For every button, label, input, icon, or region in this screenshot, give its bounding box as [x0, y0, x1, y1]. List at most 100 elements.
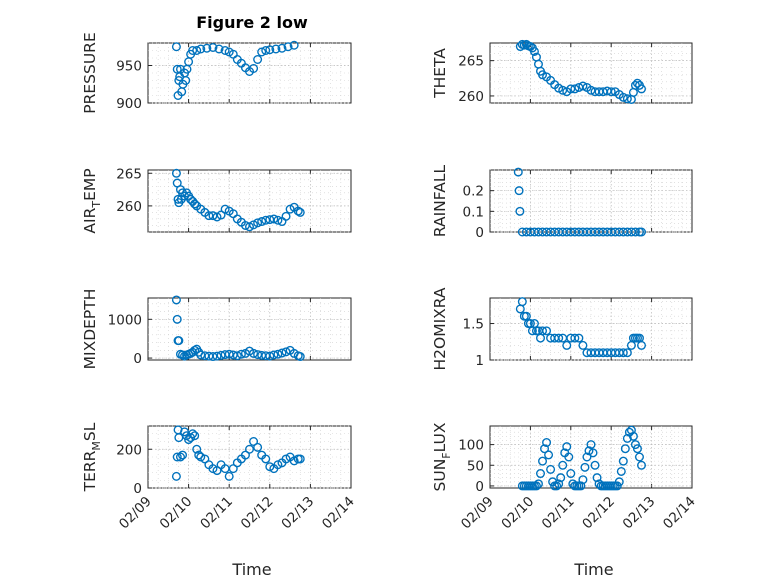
air-temp-data-point [216, 210, 226, 220]
sun-flux-data-point [626, 425, 636, 435]
rainfall-y-axis-label: RAINFALL [431, 164, 449, 237]
rainfall-data-point [514, 186, 524, 196]
terr-msl-y-axis-label: TERRMSL [81, 422, 103, 492]
pressure-data-point [249, 63, 259, 73]
rainfall-data-point [637, 227, 647, 237]
sun-flux-data-point [614, 477, 624, 487]
sun-flux-x-tick-label: 02/13 [620, 494, 659, 533]
sun-flux-data-point [586, 440, 596, 450]
sun-flux-data-point [546, 464, 556, 474]
rainfall-data-point [515, 206, 525, 216]
pressure-data-point [188, 46, 198, 56]
terr-msl-data-point [295, 454, 305, 464]
rainfall-axes-box [489, 169, 693, 233]
sun-flux-data-point [578, 475, 588, 485]
sun-flux-x-tick-label: 02/12 [579, 494, 618, 533]
air-temp-data-point [273, 215, 283, 225]
subplot-h2omixra: 1 1.5 H2OMIXRA [431, 287, 693, 371]
sun-flux-data-point [542, 438, 552, 448]
sun-flux-data-point [590, 460, 600, 470]
x-axis-label-right: Time [573, 560, 613, 579]
sun-flux-data-point [588, 448, 598, 458]
pressure-y-tick-label: 950 [116, 59, 142, 75]
h2omixra-data-point [570, 333, 580, 343]
mixdepth-data-point [172, 314, 182, 324]
pressure-data-point [208, 43, 218, 53]
terr-msl-data-point [172, 452, 182, 462]
h2omixra-data-point [517, 297, 527, 307]
terr-msl-data-point [194, 450, 204, 460]
pressure-data-point [220, 46, 230, 56]
sun-flux-data-point [592, 473, 602, 483]
pressure-data-point [181, 75, 191, 85]
sun-flux-data-point [618, 456, 628, 466]
mixdepth-y-axis-label: MIXDEPTH [81, 289, 99, 370]
sun-flux-data-point [576, 481, 586, 491]
subplot-rainfall: 0 0.1 0.2 RAINFALL [431, 164, 693, 241]
sun-flux-data-point [538, 456, 548, 466]
sun-flux-data-point [533, 479, 543, 489]
subplot-air-temp: 260 265 AIRTEMP [81, 166, 352, 234]
subplot-mixdepth: 0 1000 MIXDEPTH [81, 289, 352, 370]
terr-msl-data-point [244, 444, 254, 454]
h2omixra-data-point [538, 326, 548, 336]
terr-msl-data-point [188, 429, 198, 439]
subplot-pressure: 900 950 PRESSURE [81, 32, 352, 114]
pressure-data-point [192, 46, 202, 56]
sun-flux-data-point [637, 460, 647, 470]
mixdepth-y-tick-label: 1000 [108, 312, 142, 328]
mixdepth-axes-box [147, 297, 352, 361]
terr-msl-data-point [261, 454, 271, 464]
pressure-data-point [214, 44, 224, 54]
terr-msl-data-point [249, 437, 259, 447]
terr-msl-data-point [192, 444, 202, 454]
mixdepth-data-point [171, 295, 181, 305]
sun-flux-data-point [634, 452, 644, 462]
theta-data-point [586, 85, 596, 95]
terr-msl-data-point [184, 435, 194, 445]
figure-title: Figure 2 low [196, 13, 308, 32]
terr-msl-data-point [253, 442, 263, 452]
pressure-y-tick-label: 900 [116, 96, 142, 112]
terr-msl-data-point [171, 471, 181, 481]
pressure-data-point [171, 42, 181, 52]
sun-flux-data-point [628, 431, 638, 441]
terr-msl-data-point [240, 450, 250, 460]
sun-flux-data-point [531, 481, 541, 491]
terr-msl-x-tick-label: 02/11 [197, 494, 236, 533]
h2omixra-data-point [618, 348, 628, 358]
mixdepth-data-point [269, 350, 279, 360]
sun-flux-data-point [580, 462, 590, 472]
sun-flux-data-point [622, 433, 632, 443]
sun-flux-data-point [630, 440, 640, 450]
air-temp-data-point [293, 206, 303, 216]
pressure-data-point [289, 40, 299, 50]
terr-msl-data-point [228, 464, 238, 474]
sun-flux-data-point [552, 481, 562, 491]
h2omixra-data-point [622, 348, 632, 358]
theta-data-point [618, 92, 628, 102]
rainfall-data-point [630, 227, 640, 237]
pressure-data-point [253, 55, 263, 65]
theta-data-point [606, 87, 616, 97]
sun-flux-data-point [558, 460, 568, 470]
h2omixra-data-point [578, 340, 588, 350]
mixdepth-data-point [232, 351, 242, 361]
theta-data-point [578, 81, 588, 91]
air-temp-data-point [261, 215, 271, 225]
air-temp-data-point [253, 218, 263, 228]
sun-flux-data-point [632, 444, 642, 454]
sun-flux-data-point [556, 473, 566, 483]
theta-data-point [566, 84, 576, 94]
sun-flux-data-point [612, 481, 622, 491]
mixdepth-data-point [174, 336, 184, 346]
x-axis-label-left: Time [231, 560, 271, 579]
mixdepth-data-point [277, 348, 287, 358]
h2omixra-y-axis-label: H2OMIXRA [431, 287, 449, 370]
pressure-data-point [261, 46, 271, 56]
h2omixra-data-point [562, 340, 572, 350]
mixdepth-data-point [236, 349, 246, 359]
air-temp-data-point [190, 199, 200, 209]
theta-y-tick-label: 265 [458, 54, 484, 70]
sun-flux-data-point [620, 444, 630, 454]
